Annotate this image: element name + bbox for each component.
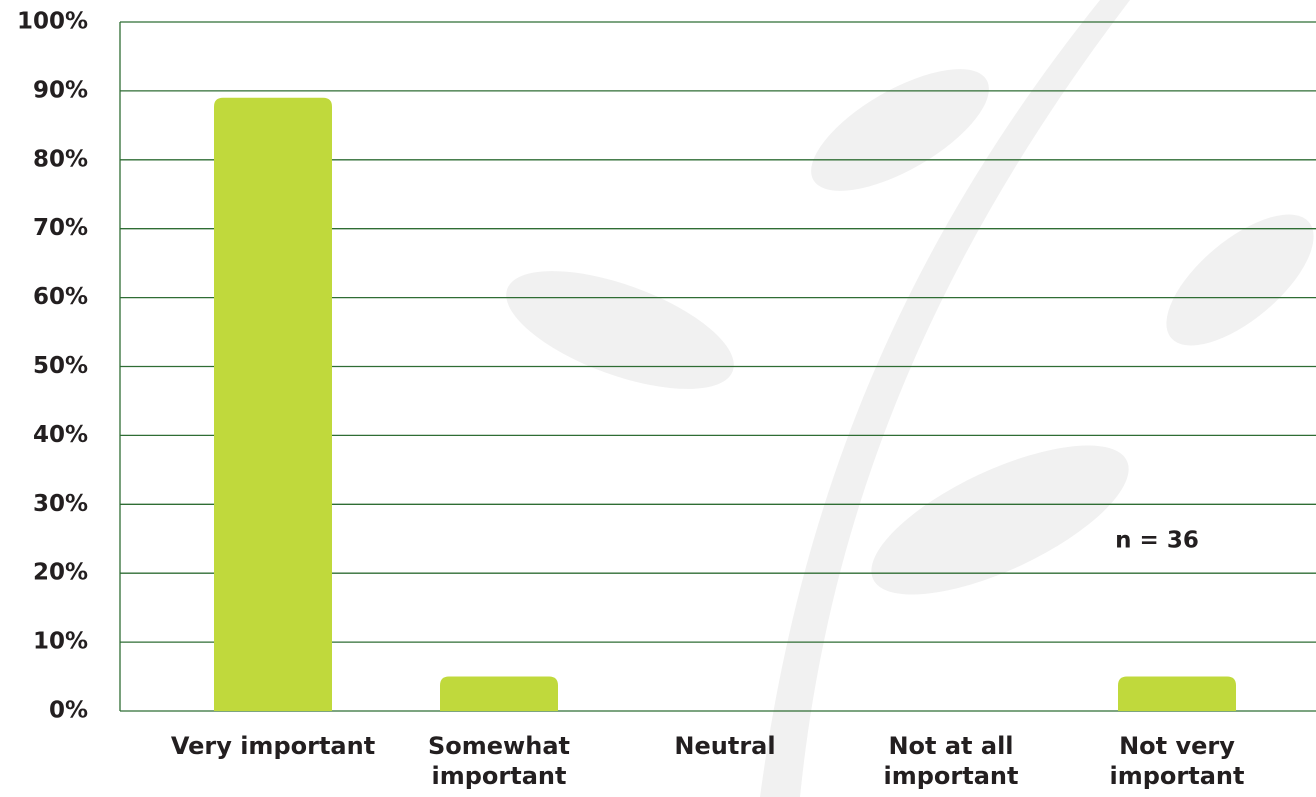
decor [760, 0, 1130, 797]
x-tick-label: Very important [170, 732, 376, 760]
decor [1166, 214, 1314, 346]
annotation: n = 36 [1115, 528, 1199, 554]
x-tick-label: Neutral [674, 732, 776, 760]
y-tick-label: 100% [17, 9, 88, 35]
bar [1118, 676, 1236, 711]
y-tick-label: 50% [33, 353, 88, 379]
y-tick-label: 80% [33, 146, 88, 172]
y-tick-label: 10% [33, 629, 88, 655]
decor [871, 445, 1129, 595]
y-tick-label: 20% [33, 560, 88, 586]
y-tick-label: 90% [33, 77, 88, 103]
bar [440, 676, 558, 711]
decor [506, 271, 734, 389]
y-tick-label: 30% [33, 491, 88, 517]
y-tick-label: 0% [49, 698, 88, 724]
x-tick-label: Somewhat important [428, 732, 570, 790]
bar [214, 97, 332, 712]
y-tick-label: 70% [33, 215, 88, 241]
y-tick-label: 60% [33, 284, 88, 310]
y-tick-label: 40% [33, 422, 88, 448]
x-tick-label: Not very important [1109, 732, 1245, 790]
x-tick-label: Not at all important [883, 732, 1019, 790]
